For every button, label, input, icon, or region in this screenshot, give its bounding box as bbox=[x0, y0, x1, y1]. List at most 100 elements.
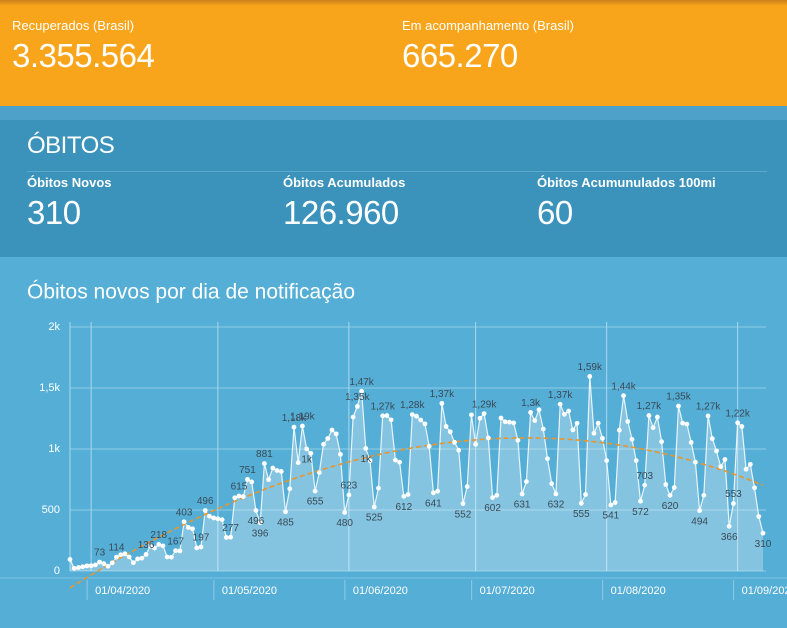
data-point bbox=[236, 493, 242, 499]
data-point bbox=[194, 545, 200, 551]
data-point bbox=[219, 517, 225, 523]
data-point bbox=[118, 552, 124, 558]
data-point bbox=[735, 420, 741, 426]
data-point bbox=[397, 459, 402, 465]
data-point bbox=[650, 425, 656, 431]
x-tick-label: 01/08/2020 bbox=[611, 585, 666, 597]
data-point bbox=[143, 552, 149, 557]
data-point bbox=[591, 430, 597, 436]
data-label: 1,59k bbox=[578, 362, 603, 373]
data-point bbox=[701, 492, 707, 498]
data-point bbox=[595, 420, 601, 426]
kpi-label: Em acompanhamento (Brasil) bbox=[402, 18, 574, 33]
x-tick-label: 01/09/2020 bbox=[742, 585, 787, 597]
data-label: 552 bbox=[455, 509, 472, 520]
stat: Óbitos Novos 310 bbox=[27, 175, 112, 232]
data-point bbox=[490, 495, 495, 500]
data-point bbox=[646, 413, 652, 418]
data-point bbox=[283, 509, 288, 515]
data-point bbox=[545, 456, 550, 462]
data-label: 881 bbox=[256, 449, 273, 460]
data-point bbox=[274, 468, 280, 473]
data-point bbox=[363, 445, 369, 451]
data-point bbox=[418, 417, 424, 423]
data-point bbox=[173, 548, 179, 554]
data-label: 218 bbox=[150, 530, 167, 541]
kpi-label: Recuperados (Brasil) bbox=[12, 18, 135, 33]
data-label: 1k bbox=[361, 454, 373, 465]
data-point bbox=[705, 413, 711, 419]
data-label: 632 bbox=[548, 500, 565, 511]
data-point bbox=[249, 479, 255, 485]
data-point bbox=[697, 508, 703, 514]
kpi-followup: Em acompanhamento (Brasil) 665.270 bbox=[402, 18, 574, 75]
stat: Óbitos Acumulados 126.960 bbox=[283, 175, 405, 232]
data-label: 555 bbox=[573, 509, 590, 520]
data-point bbox=[528, 410, 533, 415]
data-point bbox=[600, 435, 605, 441]
data-point bbox=[392, 457, 398, 463]
data-point bbox=[253, 508, 259, 513]
data-point bbox=[739, 424, 745, 429]
data-point bbox=[135, 556, 141, 562]
data-point bbox=[680, 420, 686, 426]
data-point bbox=[181, 519, 187, 525]
data-point bbox=[714, 448, 719, 454]
data-point bbox=[80, 564, 86, 570]
data-point bbox=[481, 411, 487, 417]
data-label: 623 bbox=[341, 481, 358, 492]
data-point bbox=[557, 401, 563, 407]
data-label: 1,27k bbox=[370, 401, 395, 412]
data-label: 1,35k bbox=[345, 392, 370, 403]
data-point bbox=[654, 414, 660, 420]
data-point bbox=[532, 418, 538, 423]
data-point bbox=[642, 482, 648, 488]
data-point bbox=[76, 565, 81, 570]
data-label: 73 bbox=[94, 548, 106, 559]
separator bbox=[0, 106, 787, 120]
data-label: 1,27k bbox=[696, 402, 721, 413]
data-point bbox=[207, 513, 212, 519]
data-point bbox=[232, 495, 238, 501]
data-point bbox=[726, 523, 732, 529]
data-point bbox=[473, 441, 479, 447]
data-label: 1,27k bbox=[637, 401, 662, 412]
data-point bbox=[295, 460, 301, 466]
data-point bbox=[498, 415, 504, 421]
data-point bbox=[240, 494, 246, 499]
data-point bbox=[257, 520, 263, 526]
data-point bbox=[578, 500, 584, 506]
data-label: 496 bbox=[197, 496, 214, 507]
data-point bbox=[169, 554, 174, 560]
data-point bbox=[304, 446, 310, 452]
stat-value: 310 bbox=[27, 194, 81, 231]
data-point bbox=[308, 450, 314, 456]
stat-label: Óbitos Novos bbox=[27, 175, 112, 190]
data-point bbox=[316, 470, 322, 475]
data-label: 366 bbox=[721, 532, 738, 543]
data-point bbox=[540, 426, 546, 432]
data-point bbox=[549, 481, 555, 487]
data-point bbox=[333, 431, 339, 437]
data-point bbox=[198, 544, 204, 550]
data-label: 114 bbox=[109, 543, 125, 554]
data-label: 751 bbox=[239, 465, 256, 476]
data-point bbox=[422, 421, 428, 427]
data-label: 1k bbox=[301, 455, 313, 466]
data-point bbox=[291, 424, 297, 430]
data-point bbox=[405, 492, 411, 497]
data-point bbox=[321, 441, 326, 447]
data-point bbox=[401, 493, 407, 499]
stat-label: Óbitos Acumunulados 100mi bbox=[537, 175, 716, 190]
data-point bbox=[760, 530, 766, 536]
data-label: 494 bbox=[691, 516, 708, 527]
data-point bbox=[574, 420, 580, 426]
data-label: 655 bbox=[307, 497, 324, 508]
data-label: 1,18k bbox=[282, 413, 307, 424]
data-point bbox=[443, 424, 449, 429]
data-point bbox=[354, 404, 360, 409]
data-point bbox=[511, 420, 517, 426]
data-point bbox=[139, 555, 145, 561]
data-point bbox=[338, 451, 343, 457]
data-point bbox=[342, 510, 348, 515]
